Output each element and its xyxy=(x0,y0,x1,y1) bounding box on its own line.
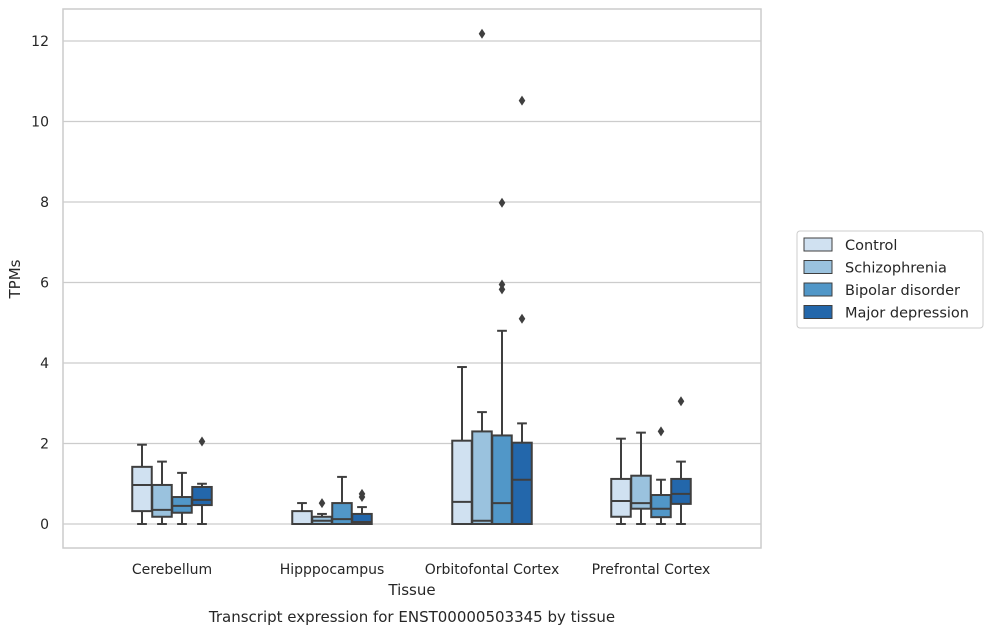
legend-label: Control xyxy=(845,238,897,254)
outlier-point xyxy=(498,197,506,208)
box-major-depression xyxy=(351,488,373,525)
box-iqr xyxy=(351,512,373,525)
outlier-point xyxy=(318,498,326,509)
box-control xyxy=(291,502,313,525)
outlier-point xyxy=(478,28,486,39)
legend-swatch xyxy=(803,237,833,252)
box-bipolar-disorder xyxy=(331,475,353,526)
legend-swatch xyxy=(803,282,833,297)
box-bipolar-disorder xyxy=(171,471,193,525)
x-tick-label: Cerebellum xyxy=(132,562,212,578)
box-control xyxy=(451,366,473,525)
y-tick-label: 6 xyxy=(40,276,49,292)
y-tick-label: 8 xyxy=(40,195,49,211)
legend-frame xyxy=(796,230,984,329)
box-iqr xyxy=(451,439,473,525)
outlier-point xyxy=(677,396,685,407)
box-major-depression xyxy=(191,436,213,525)
y-axis-ticks: 0 2 4 6 8 10 12 xyxy=(31,34,49,533)
outlier-point xyxy=(498,279,506,290)
gridlines xyxy=(63,40,761,525)
box-schizophrenia xyxy=(311,498,333,526)
box-iqr xyxy=(630,474,652,510)
outlier-point xyxy=(358,488,366,499)
legend-label: Bipolar disorder xyxy=(845,283,960,299)
box-iqr xyxy=(471,430,493,525)
box-schizophrenia xyxy=(471,28,493,525)
box-iqr xyxy=(131,465,153,513)
box-major-depression xyxy=(670,396,692,525)
outlier-point xyxy=(518,313,526,324)
x-axis-ticks: Cerebellum Hipppocampus Orbitofontal Corte… xyxy=(132,562,710,578)
y-tick-label: 0 xyxy=(40,517,49,533)
outlier-point xyxy=(198,436,206,447)
box-iqr xyxy=(331,502,353,526)
box-iqr xyxy=(491,434,513,526)
y-tick-label: 10 xyxy=(31,115,49,131)
box-major-depression xyxy=(511,95,533,526)
x-tick-label: Orbitofontal Cortex xyxy=(425,562,560,578)
box-iqr xyxy=(610,477,632,518)
box-bipolar-disorder xyxy=(491,197,513,526)
legend: Control Schizophrenia Bipolar disorder Majo… xyxy=(796,230,984,329)
boxes xyxy=(131,28,692,526)
box-iqr xyxy=(171,496,193,514)
box-iqr xyxy=(191,485,213,507)
x-tick-label: Prefrontal Cortex xyxy=(592,562,711,578)
box-iqr xyxy=(650,494,672,519)
chart-title: Transcript expression for ENST0000050334… xyxy=(208,608,615,626)
box-bipolar-disorder xyxy=(650,426,672,525)
plot-frame xyxy=(62,8,762,549)
x-axis-label: Tissue xyxy=(387,581,435,599)
box-iqr xyxy=(511,441,533,526)
outlier-point xyxy=(518,95,526,106)
box-iqr xyxy=(291,510,313,525)
legend-label: Schizophrenia xyxy=(845,261,947,277)
y-tick-label: 4 xyxy=(40,356,49,372)
outlier-point xyxy=(657,426,665,437)
y-tick-label: 12 xyxy=(31,34,49,50)
legend-label: Major depression xyxy=(845,306,969,322)
y-axis-label: TPMs xyxy=(6,259,24,299)
box-iqr xyxy=(670,477,692,505)
box-control xyxy=(131,443,153,525)
legend-swatch xyxy=(803,305,833,319)
box-schizophrenia xyxy=(151,460,173,525)
box-schizophrenia xyxy=(630,431,652,525)
y-tick-label: 2 xyxy=(40,437,49,453)
box-iqr xyxy=(151,483,173,518)
box-control xyxy=(610,437,632,525)
x-tick-label: Hipppocampus xyxy=(280,562,385,578)
legend-swatch xyxy=(803,260,833,274)
